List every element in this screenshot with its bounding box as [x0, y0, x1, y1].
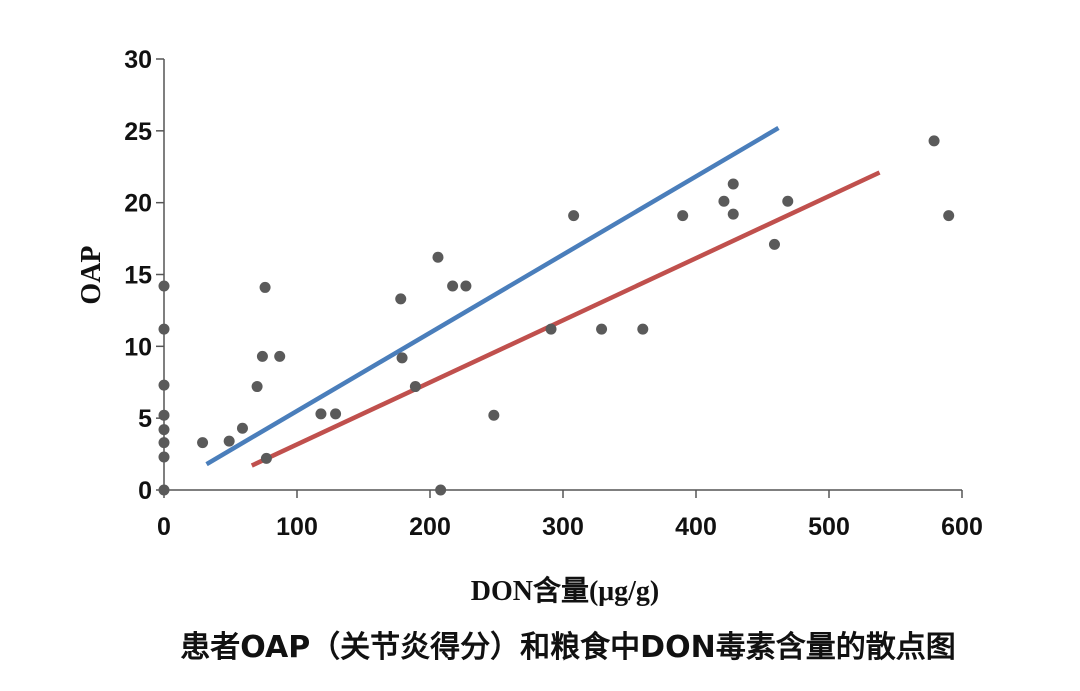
data-points — [158, 135, 955, 496]
data-point — [251, 381, 263, 393]
data-point — [677, 210, 689, 222]
data-point — [727, 178, 739, 190]
data-point — [928, 135, 940, 147]
y-tick-label: 20 — [124, 190, 152, 218]
x-tick-label: 100 — [276, 513, 318, 541]
y-tick-label: 30 — [124, 46, 152, 74]
data-point — [545, 323, 557, 335]
data-point — [718, 195, 730, 207]
data-point — [256, 350, 268, 362]
data-point — [223, 435, 235, 447]
data-point — [158, 409, 170, 421]
data-point — [330, 408, 342, 420]
data-point — [158, 451, 170, 463]
data-point — [943, 210, 955, 222]
data-point — [435, 484, 447, 496]
x-tick-label: 300 — [542, 513, 584, 541]
data-point — [158, 484, 170, 496]
x-tick-label: 200 — [409, 513, 451, 541]
y-tick-label: 0 — [138, 477, 152, 505]
x-tick-label: 400 — [675, 513, 717, 541]
data-point — [158, 424, 170, 436]
data-point — [596, 323, 608, 335]
data-point — [460, 280, 472, 292]
data-point — [568, 210, 580, 222]
y-tick-label: 5 — [138, 405, 152, 433]
y-tick-label: 15 — [124, 262, 152, 290]
y-axis-title: OAP — [76, 245, 107, 304]
data-point — [768, 238, 780, 250]
data-point — [637, 323, 649, 335]
data-point — [259, 281, 271, 293]
data-point — [158, 379, 170, 391]
chart-caption: 患者OAP（关节炎得分）和粮食中DON毒素含量的散点图 — [180, 630, 955, 665]
data-point — [395, 293, 407, 305]
x-axis-title: DON含量(μg/g) — [471, 574, 660, 607]
data-point — [447, 280, 459, 292]
data-point — [260, 452, 272, 464]
data-point — [158, 323, 170, 335]
y-tick-label: 10 — [124, 333, 152, 361]
data-point — [315, 408, 327, 420]
data-point — [274, 350, 286, 362]
x-tick-label: 500 — [808, 513, 850, 541]
data-point — [432, 251, 444, 263]
axes — [156, 58, 963, 498]
fit-line-1 — [205, 126, 780, 467]
data-point — [158, 280, 170, 292]
data-point — [409, 381, 421, 393]
data-point — [782, 195, 794, 207]
data-point — [488, 409, 500, 421]
x-tick-label: 0 — [157, 513, 171, 541]
data-point — [197, 437, 209, 449]
fit-line-2 — [250, 170, 881, 468]
data-point — [396, 352, 408, 364]
y-tick-label: 25 — [124, 118, 152, 146]
data-point — [158, 437, 170, 449]
tick-labels: 0 100 200 300 400 500 600 0 5 10 15 20 25 30 — [124, 46, 983, 541]
data-point — [727, 208, 739, 220]
data-point — [236, 422, 248, 434]
x-tick-label: 600 — [941, 513, 983, 541]
fit-lines — [205, 126, 881, 468]
